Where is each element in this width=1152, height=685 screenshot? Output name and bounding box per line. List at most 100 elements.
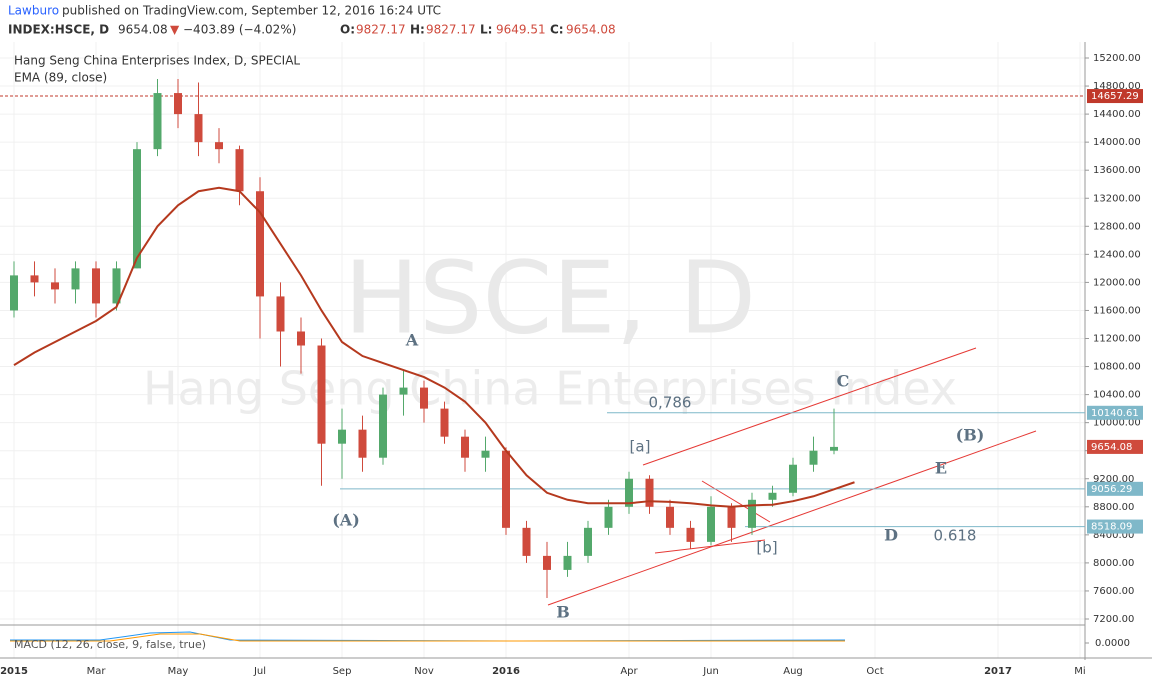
- candle-body: [338, 429, 346, 444]
- candle-body: [645, 478, 654, 507]
- watermark: HSCE, D: [344, 239, 756, 356]
- wave-label: 0.618: [934, 527, 977, 545]
- x-tick-label: Oct: [866, 666, 883, 677]
- x-tick-label: Jul: [253, 666, 266, 677]
- level-tag: [1087, 405, 1143, 420]
- x-tick-label: Sep: [333, 666, 352, 677]
- candle-body: [563, 555, 572, 570]
- candle-body: [789, 464, 797, 493]
- candle-body: [707, 506, 715, 542]
- candle-body: [420, 387, 428, 409]
- y-tick-label: 14800.00: [1093, 81, 1141, 92]
- candle-body: [809, 450, 818, 465]
- candle-body: [153, 93, 162, 150]
- grid: [0, 42, 1085, 658]
- candle-body: [10, 275, 18, 311]
- ohlc-label: C:: [550, 23, 564, 37]
- candle-body: [71, 268, 80, 290]
- ohlc-value: 9654.08: [566, 23, 616, 37]
- candle-body: [768, 492, 777, 500]
- candle-body: [112, 268, 121, 304]
- wave-label: C: [837, 372, 850, 391]
- y-tick-label: 7200.00: [1093, 614, 1134, 625]
- candle-body: [830, 446, 838, 451]
- x-tick-label: Mar: [87, 666, 107, 677]
- signal-line: [10, 633, 845, 642]
- candle-body: [30, 275, 39, 283]
- y-tick-label: 13600.00: [1093, 165, 1141, 176]
- level-tag: [1087, 89, 1143, 104]
- level-label: 14657.29: [1091, 91, 1139, 102]
- watermark-subtitle: Hang Seng China Enterprises Index: [143, 362, 957, 416]
- level-tag: [1087, 439, 1143, 454]
- chart-title: Hang Seng China Enterprises Index, D, SP…: [14, 54, 300, 68]
- trend-line: [654, 539, 766, 554]
- x-tick-label: Mi: [1074, 666, 1085, 677]
- macd-tick-label: 0.0000: [1095, 638, 1130, 649]
- y-tick-label: 12400.00: [1093, 249, 1141, 260]
- level-tag: [1087, 519, 1143, 534]
- published: published on TradingView.com, September …: [62, 4, 441, 18]
- candle-body: [625, 478, 633, 507]
- wave-label: [a]: [630, 438, 651, 456]
- x-tick-label: Aug: [783, 666, 803, 677]
- y-tick-label: 11200.00: [1093, 334, 1141, 345]
- change: −403.89 (−4.02%): [183, 23, 296, 37]
- y-tick-label: 14000.00: [1093, 137, 1141, 148]
- candle-body: [133, 149, 141, 269]
- level-label: 9056.29: [1091, 484, 1132, 495]
- wave-label: D: [884, 526, 898, 545]
- candle-body: [440, 408, 449, 437]
- y-tick-label: 8800.00: [1093, 502, 1134, 513]
- candle-body: [317, 345, 326, 444]
- y-tick-label: 7600.00: [1093, 586, 1134, 597]
- candle-body: [297, 331, 305, 346]
- trend-line: [701, 480, 771, 523]
- y-tick-label: 8400.00: [1093, 530, 1134, 541]
- last-price: 9654.08: [118, 23, 168, 37]
- author[interactable]: Lawburo: [8, 4, 59, 18]
- candle-body: [461, 436, 469, 458]
- level-label: 10140.61: [1091, 408, 1139, 419]
- wave-label: (A): [332, 511, 360, 530]
- level-tag: [1087, 481, 1143, 496]
- wave-label: A: [405, 331, 419, 350]
- y-tick-label: 10400.00: [1093, 390, 1141, 401]
- candle-body: [604, 506, 613, 528]
- ema-line: [13, 186, 855, 508]
- candle-body: [686, 527, 695, 542]
- candle-body: [748, 499, 756, 528]
- candle-body: [666, 506, 674, 528]
- symbol: INDEX:HSCE, D: [8, 23, 109, 37]
- y-tick-label: 11600.00: [1093, 305, 1141, 316]
- macd-legend: MACD (12, 26, close, 9, false, true): [14, 638, 206, 651]
- candle-body: [481, 450, 490, 458]
- x-tick-label: May: [168, 666, 189, 677]
- trend-line: [642, 347, 977, 466]
- macd-lines: [10, 631, 846, 642]
- y-tick-label: 10800.00: [1093, 362, 1141, 373]
- x-tick-label: 2015: [0, 666, 28, 677]
- candle-body: [256, 191, 264, 297]
- candle-body: [584, 527, 592, 556]
- candle-body: [522, 527, 531, 556]
- y-tick-label: 14400.00: [1093, 109, 1141, 120]
- candle-body: [502, 450, 510, 528]
- level-label: 9654.08: [1091, 442, 1132, 453]
- candle-body: [194, 114, 203, 143]
- ohlc-value: 9649.51: [496, 23, 546, 37]
- wave-label: 0,786: [649, 394, 692, 412]
- ohlc-label: L:: [480, 23, 492, 37]
- y-tick-label: 9200.00: [1093, 474, 1134, 485]
- candle-body: [235, 149, 244, 192]
- candle-body: [543, 555, 551, 570]
- x-tick-label: 2017: [984, 666, 1012, 677]
- candle-body: [399, 387, 408, 395]
- y-tick-label: 12800.00: [1093, 221, 1141, 232]
- x-tick-label: 2016: [492, 666, 520, 677]
- candle-body: [358, 429, 367, 458]
- ohlc-value: 9827.17: [356, 23, 406, 37]
- trend-lines: [547, 347, 1037, 606]
